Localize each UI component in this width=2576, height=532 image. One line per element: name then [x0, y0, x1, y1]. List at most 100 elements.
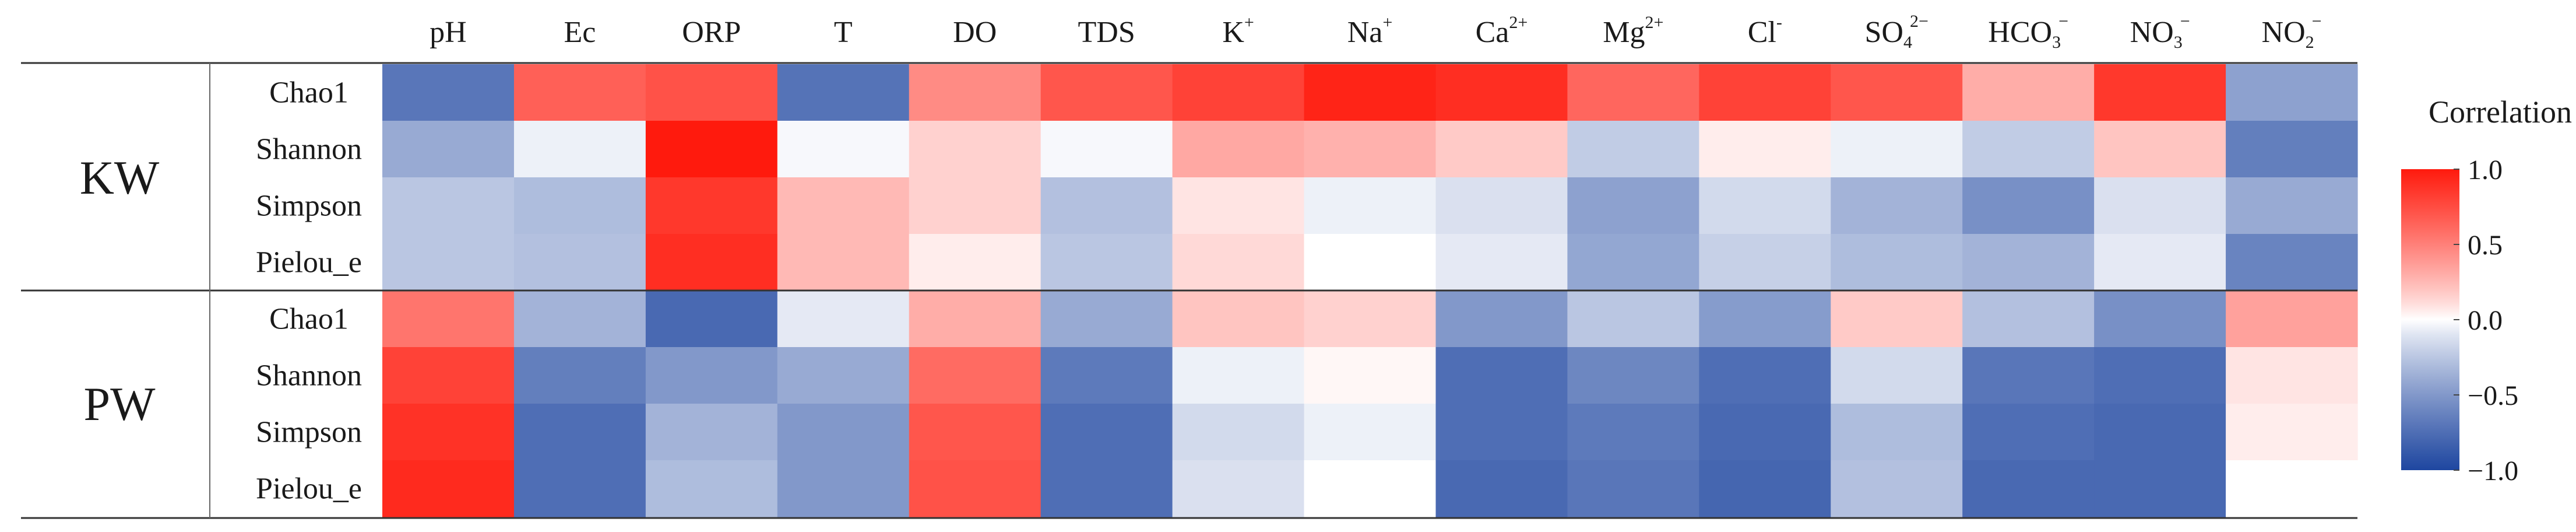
heatmap-cell — [645, 404, 778, 461]
heatmap-cell — [1304, 177, 1437, 235]
heatmap-cell — [1040, 347, 1173, 404]
heatmap-cell — [1304, 460, 1437, 517]
heatmap-cell — [777, 64, 910, 121]
heatmap-cell — [1304, 234, 1437, 291]
heatmap-cell — [1304, 347, 1437, 404]
heatmap-cell — [1831, 121, 1963, 178]
heatmap-cell — [513, 404, 646, 461]
heatmap-cell — [1435, 234, 1568, 291]
column-label: DO — [953, 16, 997, 49]
heatmap-cell — [1567, 290, 1699, 348]
heatmap-cell — [1304, 64, 1437, 121]
heatmap-cell — [2094, 64, 2226, 121]
heatmap-cell — [1567, 121, 1699, 178]
heatmap-cell — [2226, 121, 2358, 178]
heatmap-cell — [1435, 177, 1568, 235]
heatmap-cell — [777, 404, 910, 461]
heatmap-cell — [1567, 347, 1699, 404]
heatmap-cell — [513, 347, 646, 404]
heatmap-cell — [777, 177, 910, 235]
heatmap-cell — [1962, 177, 2095, 235]
legend-tick-label: 1.0 — [2468, 155, 2503, 186]
column-label: NO3− — [2130, 12, 2190, 52]
heatmap-cell — [513, 460, 646, 517]
legend-colorbar — [2401, 169, 2459, 470]
heatmap-cell — [1040, 404, 1173, 461]
heatmap-cell — [1435, 290, 1568, 348]
heatmap-cell — [645, 347, 778, 404]
heatmap-cell — [1435, 460, 1568, 517]
heatmap-cell — [1435, 121, 1568, 178]
heatmap-cell — [1831, 460, 1963, 517]
heatmap-cell — [645, 234, 778, 291]
heatmap-cell — [1567, 234, 1699, 291]
heatmap-cell — [1567, 177, 1699, 235]
column-label: ORP — [682, 16, 741, 49]
row-label: Pielou_e — [256, 246, 362, 279]
heatmap-cell — [1435, 64, 1568, 121]
heatmap-cell — [513, 177, 646, 235]
heatmap-cell — [1172, 460, 1305, 517]
heatmap-cell — [909, 177, 1041, 235]
heatmap-cell — [2094, 460, 2226, 517]
heatmap-cell — [1567, 404, 1699, 461]
heatmap-cell — [2226, 234, 2358, 291]
heatmap-cell — [645, 460, 778, 517]
legend-title: Correlation — [2429, 94, 2572, 130]
heatmap-cell — [2226, 290, 2358, 348]
row-label: Shannon — [256, 359, 362, 393]
heatmap-cell — [1962, 460, 2095, 517]
row-label: Shannon — [256, 133, 362, 166]
heatmap-cell — [2094, 404, 2226, 461]
heatmap-cell — [1962, 121, 2095, 178]
heatmap-cell — [1699, 234, 1831, 291]
column-label: Mg2+ — [1603, 13, 1663, 49]
heatmap-cell — [645, 64, 778, 121]
heatmap-cell — [1699, 347, 1831, 404]
legend-tick-label: 0.0 — [2468, 305, 2503, 336]
heatmap-cell — [513, 234, 646, 291]
heatmap-cell — [513, 64, 646, 121]
heatmap-cell — [1962, 404, 2095, 461]
heatmap-cell — [909, 290, 1041, 348]
heatmap-cell — [1040, 234, 1173, 291]
heatmap-cell — [1304, 121, 1437, 178]
heatmap-cell — [909, 460, 1041, 517]
heatmap-cell — [1304, 290, 1437, 348]
heatmap-cell — [513, 290, 646, 348]
row-label: Simpson — [256, 416, 362, 449]
heatmap-cell — [1172, 64, 1305, 121]
heatmap-cell — [777, 460, 910, 517]
heatmap-cell — [1172, 290, 1305, 348]
heatmap-cell — [1172, 347, 1305, 404]
column-label: Cl- — [1748, 13, 1782, 49]
heatmap-cell — [777, 347, 910, 404]
heatmap-cell — [2094, 121, 2226, 178]
heatmap-cell — [1962, 64, 2095, 121]
column-label: K+ — [1222, 13, 1254, 49]
legend-tick-label: −1.0 — [2468, 456, 2518, 487]
heatmap-cell — [2226, 64, 2358, 121]
column-label: TDS — [1078, 16, 1135, 49]
heatmap-cell — [1831, 290, 1963, 348]
heatmap-cell — [2094, 177, 2226, 235]
heatmap-cell — [909, 347, 1041, 404]
heatmap-cell — [1831, 404, 1963, 461]
row-label: Chao1 — [269, 303, 349, 336]
column-label: Na+ — [1347, 13, 1393, 49]
heatmap-cell — [1435, 347, 1568, 404]
heatmap-cell — [513, 121, 646, 178]
row-label: Chao1 — [269, 76, 349, 110]
heatmap-cell — [382, 64, 515, 121]
heatmap-cell — [1040, 290, 1173, 348]
column-label: pH — [430, 16, 467, 49]
column-label: SO42− — [1865, 12, 1929, 52]
heatmap-cell — [1172, 404, 1305, 461]
heatmap-cell — [1699, 121, 1831, 178]
heatmap-cell — [382, 234, 515, 291]
heatmap-cell — [1831, 177, 1963, 235]
heatmap-cell — [909, 64, 1041, 121]
column-label: NO2− — [2262, 12, 2322, 52]
heatmap-cell — [1831, 64, 1963, 121]
